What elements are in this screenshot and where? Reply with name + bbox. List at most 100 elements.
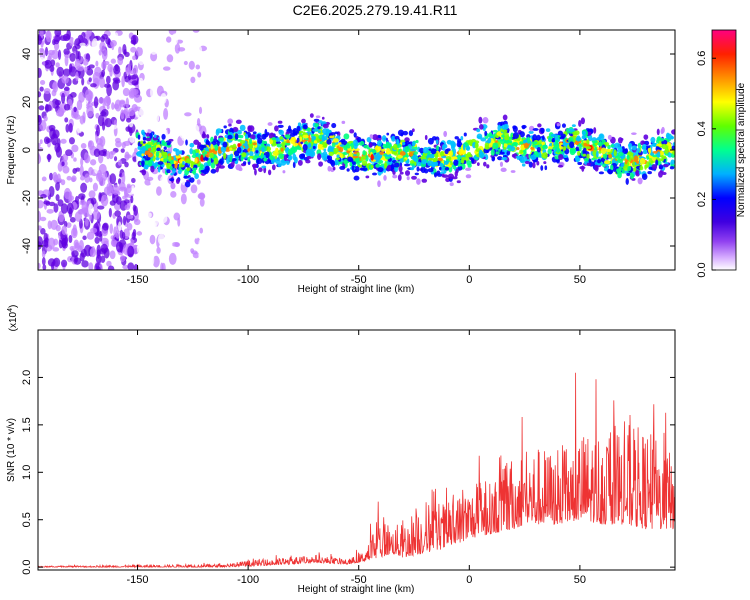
heatmap-cell (455, 168, 459, 174)
heatmap-cell (95, 112, 100, 119)
heatmap-cell (156, 147, 161, 152)
heatmap-cell (491, 156, 495, 162)
heatmap-cell (68, 137, 75, 145)
heatmap-cell (94, 165, 99, 174)
heatmap-cell (411, 141, 416, 147)
heatmap-cell (297, 159, 303, 166)
colorbar-tick-label: 0.4 (696, 121, 708, 136)
heatmap-cell (191, 154, 197, 159)
heatmap-cell (439, 151, 445, 157)
y-tick-label: 40 (21, 48, 33, 60)
heatmap-cell (327, 145, 333, 152)
heatmap-cell (186, 158, 190, 163)
heatmap-cell (42, 264, 47, 270)
heatmap-cell (446, 148, 451, 152)
heatmap-cell (184, 266, 188, 270)
heatmap-cell (47, 258, 56, 267)
heatmap-cell (98, 192, 102, 202)
heatmap-cell (551, 139, 556, 143)
heatmap-cell (183, 60, 188, 66)
heatmap-cell (561, 123, 566, 128)
heatmap-cell (50, 219, 58, 230)
heatmap-cell (215, 128, 222, 134)
heatmap-cell (61, 92, 66, 104)
heatmap-cell (332, 138, 339, 143)
heatmap-cell (105, 95, 111, 104)
heatmap-cell (542, 152, 548, 159)
heatmap-cell (199, 227, 204, 234)
heatmap-cell (167, 248, 173, 255)
heatmap-cell (379, 151, 384, 155)
heatmap-cell (452, 164, 457, 170)
heatmap-cell (443, 169, 447, 174)
heatmap-cell (629, 173, 635, 180)
heatmap-cell (598, 171, 605, 175)
heatmap-cell (438, 166, 442, 171)
heatmap-cell (169, 165, 173, 171)
heatmap-cell (292, 153, 297, 161)
heatmap-cell (69, 245, 76, 251)
heatmap-cell (524, 160, 530, 165)
heatmap-cell (160, 93, 167, 105)
heatmap-cell (38, 91, 42, 98)
heatmap-cell (202, 131, 206, 138)
spectrogram-chart: -150 -100 -50 0 50 -40 -20 0 20 40 Height of stra… (6, 29, 747, 295)
heatmap-cell (170, 92, 177, 99)
heatmap-cell (642, 140, 645, 144)
heatmap-cell (88, 203, 94, 216)
heatmap-cell (376, 155, 381, 161)
heatmap-cell (501, 124, 508, 130)
heatmap-cell (265, 151, 270, 159)
heatmap-cell (69, 216, 76, 223)
heatmap-cell (122, 195, 128, 200)
heatmap-cell (191, 167, 198, 171)
heatmap-cell (90, 227, 98, 234)
heatmap-cell (197, 71, 202, 78)
heatmap-cell (540, 127, 545, 134)
snr-y-scale-base: (x10 (8, 311, 19, 331)
heatmap-cell (383, 174, 387, 181)
heatmap-cell (541, 145, 548, 150)
heatmap-cell (554, 139, 559, 145)
heatmap-cell (312, 129, 319, 132)
heatmap-cell (147, 70, 156, 77)
heatmap-cell (666, 139, 670, 143)
heatmap-cell (137, 43, 146, 48)
heatmap-cell (235, 119, 242, 124)
heatmap-cell (95, 254, 102, 264)
heatmap-cell (155, 70, 162, 81)
heatmap-cell (194, 173, 199, 180)
heatmap-cell (71, 144, 79, 153)
heatmap-cell (624, 158, 628, 165)
heatmap-cell (314, 123, 320, 128)
heatmap-cell (52, 171, 58, 182)
heatmap-cell (54, 142, 61, 153)
colorbar-tick-label: 0.0 (696, 262, 708, 277)
heatmap-cell (75, 71, 79, 82)
heatmap-cell (186, 99, 195, 105)
heatmap-cell (267, 122, 273, 126)
heatmap-cell (38, 35, 43, 45)
heatmap-cell (569, 148, 576, 156)
heatmap-cell (157, 64, 163, 71)
heatmap-cell (397, 154, 403, 159)
heatmap-cell (184, 181, 191, 188)
heatmap-cell (187, 132, 192, 139)
heatmap-cell (155, 81, 164, 87)
heatmap-cell (210, 143, 214, 150)
x-tick-label: 0 (466, 274, 472, 286)
heatmap-cell (226, 157, 230, 165)
heatmap-cell (523, 142, 529, 149)
heatmap-cell (52, 247, 60, 252)
heatmap-cell (157, 161, 164, 165)
heatmap-cell (377, 146, 382, 152)
heatmap-cell (38, 142, 41, 148)
snr-series (38, 372, 675, 569)
heatmap-cell (484, 130, 488, 137)
heatmap-cell (399, 158, 404, 163)
spectrogram-x-axis-label: Height of straight line (km) (298, 284, 415, 295)
heatmap-cell (118, 100, 126, 108)
heatmap-cell (139, 147, 146, 155)
heatmap-cell (47, 153, 51, 163)
heatmap-cell (222, 152, 227, 160)
